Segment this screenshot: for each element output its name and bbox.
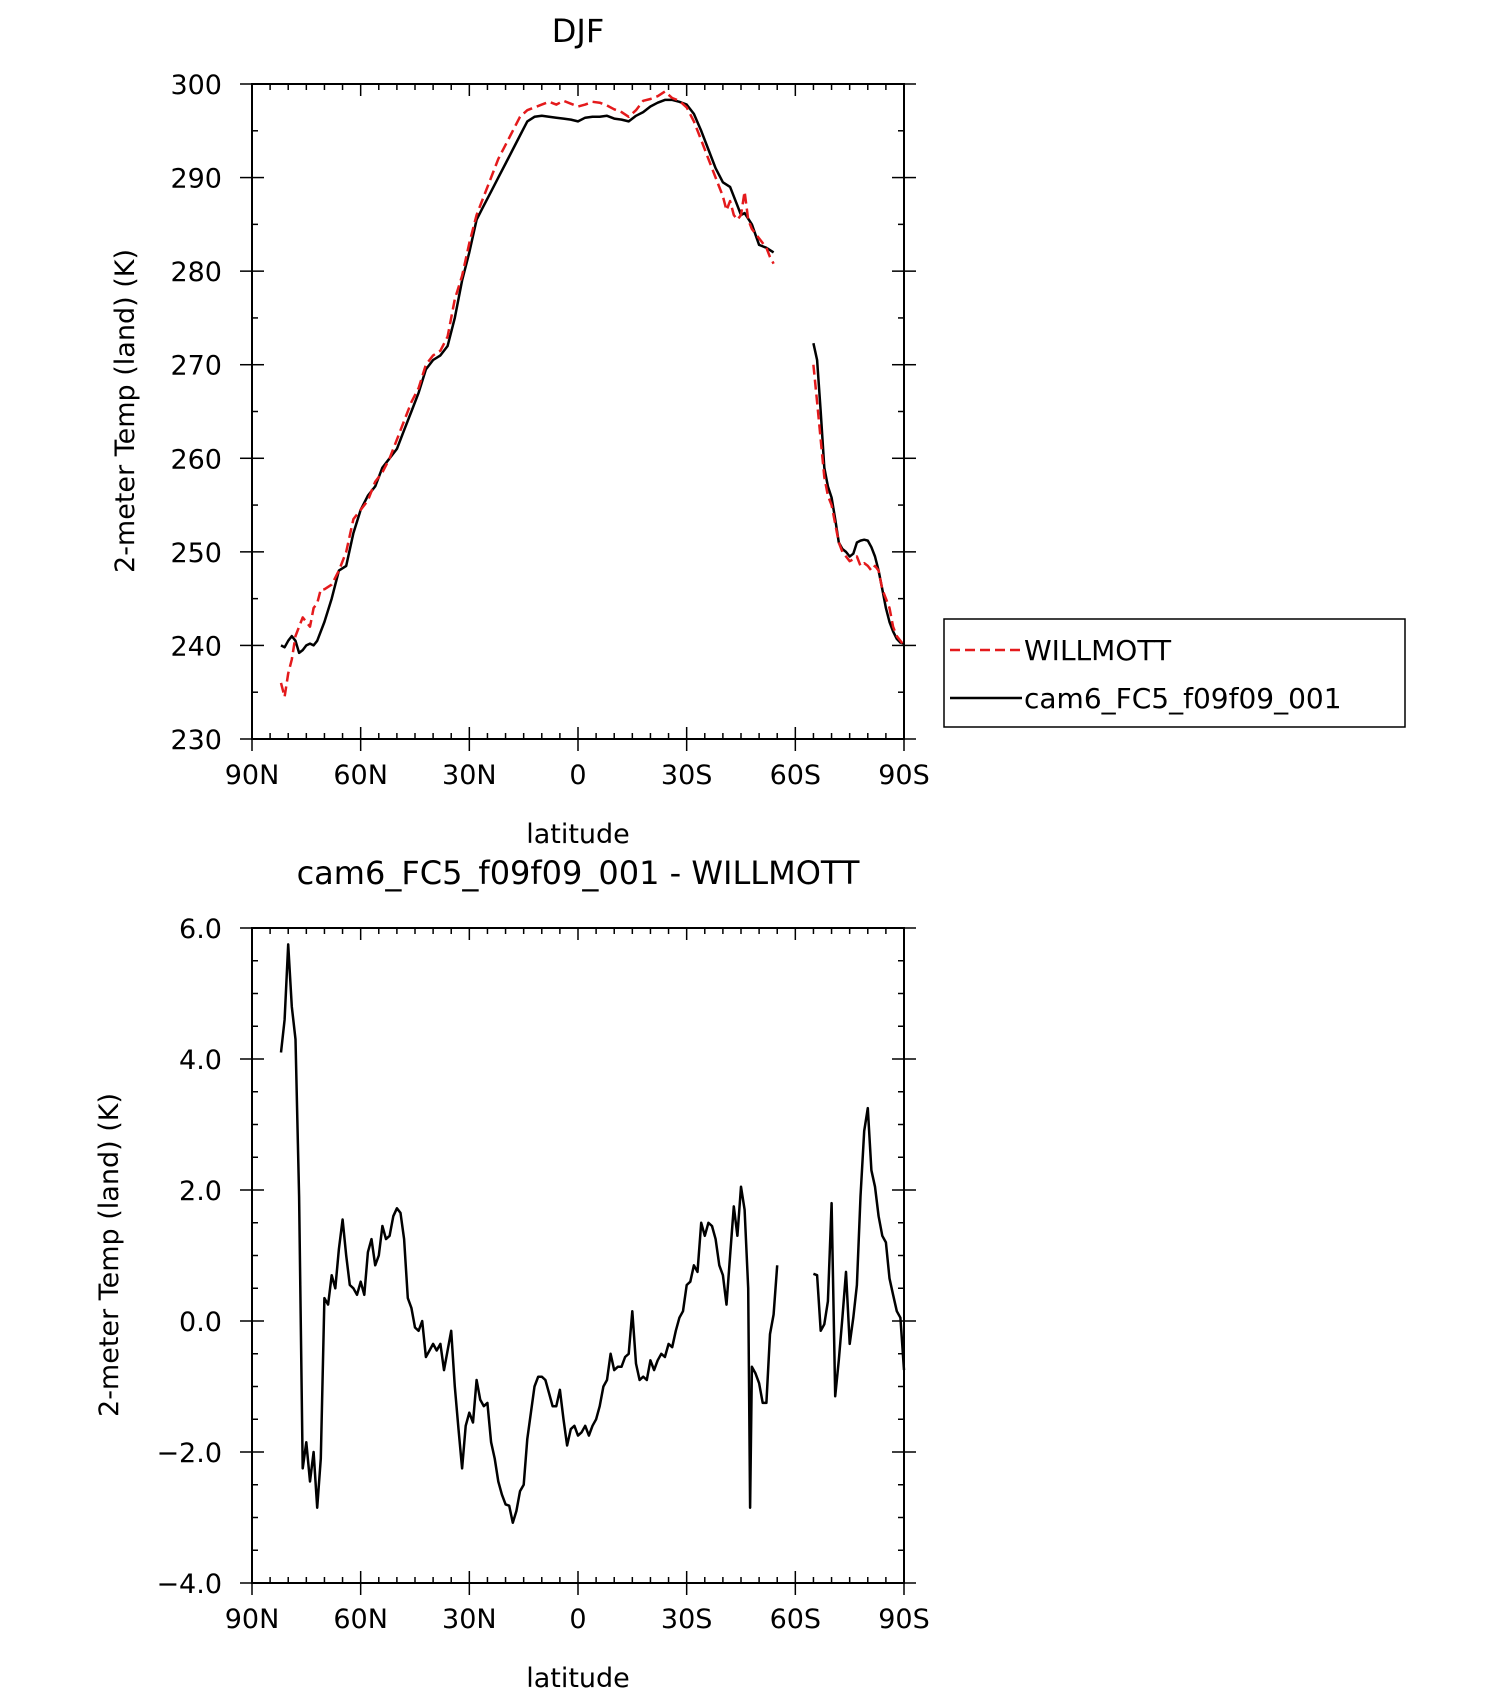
top-y-axis-label: 2-meter Temp (land) (K) <box>110 249 141 573</box>
bottom-series-model-line <box>812 1106 906 1398</box>
bottom-y-tick-label: −4.0 <box>156 1569 222 1600</box>
top-series-model-line <box>280 98 775 655</box>
top-y-tick-label: 250 <box>170 538 222 569</box>
top-axis-ticks: 90N 60N 30N 0 30S 60S 90S 230 240 250 260 270 280 290… <box>170 70 929 791</box>
top-x-tick-label: 30S <box>661 760 713 791</box>
top-series-lines <box>279 90 905 699</box>
bottom-y-tick-label: 2.0 <box>179 1176 222 1207</box>
top-y-tick-label: 290 <box>170 164 222 195</box>
top-x-tick-label: 0 <box>569 760 586 791</box>
top-y-tick-label: 300 <box>170 70 222 101</box>
top-plot-frame <box>251 83 905 740</box>
top-series-willmott-line <box>812 364 905 647</box>
bottom-plot-frame <box>251 927 905 1584</box>
top-chart-title: DJF <box>552 12 604 50</box>
bottom-x-tick-label: 90S <box>878 1604 930 1635</box>
bottom-chart-title: cam6_FC5_f09f09_001 - WILLMOTT <box>297 854 860 892</box>
bottom-series-model-line <box>279 943 779 1524</box>
top-y-tick-label: 280 <box>170 257 222 288</box>
bottom-y-tick-label: −2.0 <box>156 1438 222 1469</box>
top-x-tick-label: 90S <box>878 760 930 791</box>
top-x-tick-label: 90N <box>225 760 280 791</box>
top-y-tick-label: 240 <box>170 631 222 662</box>
bottom-x-tick-label: 60N <box>333 1604 388 1635</box>
top-series-willmott-line <box>279 90 775 699</box>
bottom-x-tick-label: 60S <box>770 1604 822 1635</box>
top-x-tick-label: 60S <box>770 760 822 791</box>
legend-box <box>943 618 1406 728</box>
bottom-x-tick-label: 0 <box>569 1604 586 1635</box>
bottom-y-axis-label: 2-meter Temp (land) (K) <box>94 1093 125 1417</box>
top-y-tick-label: 230 <box>170 725 222 756</box>
bottom-x-tick-label: 90N <box>225 1604 280 1635</box>
top-x-axis-label: latitude <box>526 819 630 850</box>
bottom-y-tick-label: 0.0 <box>179 1307 222 1338</box>
top-panel: DJF 90N 60N 30N 0 30S 60S 90S 230 240 250 260 270 28… <box>110 12 930 850</box>
top-y-tick-label: 260 <box>170 444 222 475</box>
top-x-tick-label: 30N <box>442 760 497 791</box>
legend: WILLMOTT cam6_FC5_f09f09_001 <box>943 618 1406 728</box>
bottom-y-tick-label: 4.0 <box>179 1045 222 1076</box>
bottom-y-tick-label: 6.0 <box>179 914 222 945</box>
top-y-tick-label: 270 <box>170 351 222 382</box>
bottom-x-tick-label: 30S <box>661 1604 713 1635</box>
top-x-tick-label: 60N <box>333 760 388 791</box>
legend-model-label: cam6_FC5_f09f09_001 <box>1024 682 1342 715</box>
bottom-x-axis-label: latitude <box>526 1663 630 1693</box>
top-series-model-line <box>812 342 905 645</box>
bottom-series-lines <box>279 943 906 1524</box>
legend-willmott-label: WILLMOTT <box>1024 634 1172 667</box>
bottom-panel: cam6_FC5_f09f09_001 - WILLMOTT 90N 60N 30N… <box>94 854 930 1693</box>
bottom-x-tick-label: 30N <box>442 1604 497 1635</box>
